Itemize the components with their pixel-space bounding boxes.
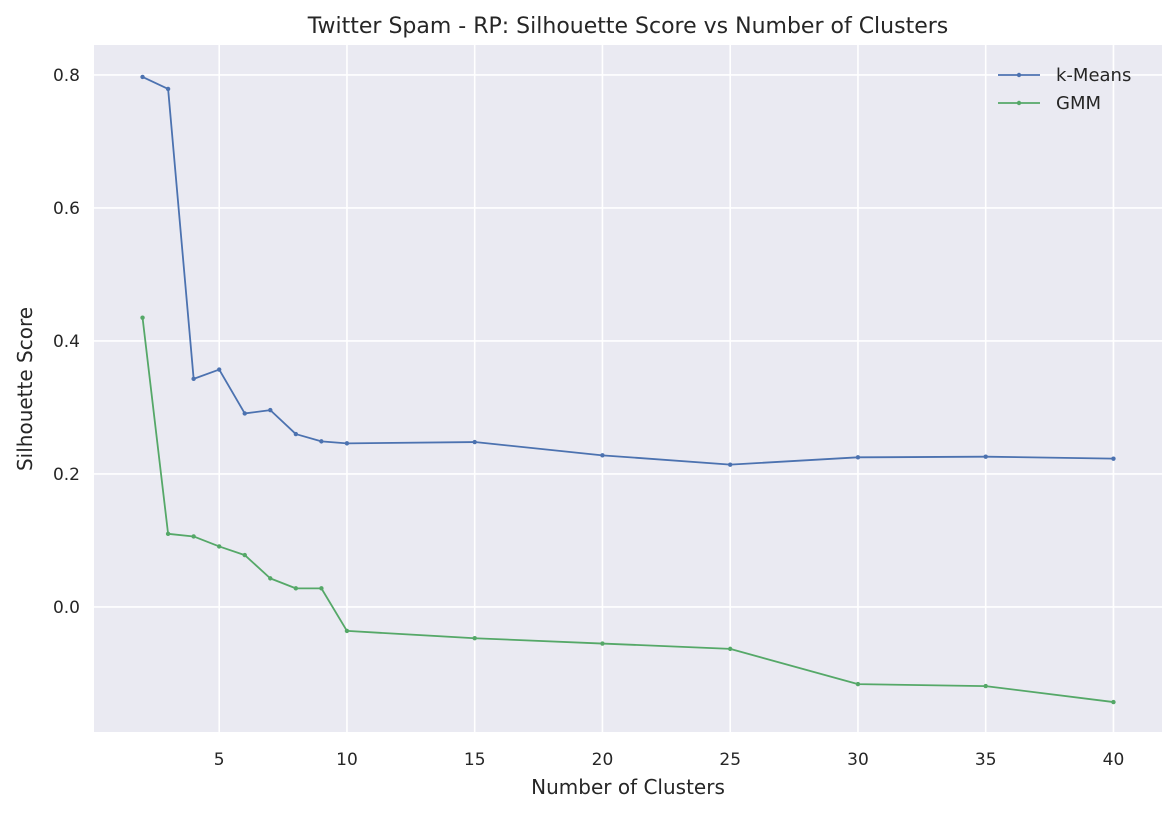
y-axis-label: Silhouette Score (13, 307, 37, 471)
data-point-gmm (242, 552, 247, 558)
x-tick-label: 35 (975, 750, 997, 770)
data-point-k-means (191, 376, 196, 382)
data-point-k-means (728, 462, 733, 467)
y-tick-label: 0.0 (53, 598, 80, 618)
data-point-gmm (140, 315, 145, 320)
data-point-k-means (268, 407, 273, 413)
y-tick-label: 0.4 (53, 332, 80, 352)
series-k-means (140, 74, 1116, 467)
data-point-k-means (319, 439, 324, 444)
grid (94, 45, 1162, 732)
data-point-gmm (1111, 699, 1116, 705)
data-point-k-means (140, 74, 145, 80)
y-tick-label: 0.6 (53, 199, 80, 219)
data-point-gmm (344, 628, 350, 634)
legend-label-gmm: GMM (1056, 93, 1101, 114)
data-point-gmm (728, 646, 733, 652)
series-gmm (140, 315, 1116, 705)
legend-entry-k-means: k-Means (998, 65, 1131, 86)
plot-background (94, 45, 1162, 732)
data-point-gmm (983, 683, 988, 689)
legend-entry-gmm: GMM (998, 93, 1101, 114)
data-point-k-means (242, 411, 247, 416)
series-layer (140, 74, 1116, 705)
data-point-gmm (600, 641, 605, 646)
data-point-k-means (983, 454, 988, 459)
x-tick-label: 5 (214, 750, 225, 770)
legend: k-Means GMM (998, 65, 1131, 114)
data-point-k-means (472, 439, 477, 445)
data-point-gmm (191, 534, 196, 539)
data-point-gmm (472, 636, 477, 641)
data-point-k-means (600, 453, 605, 458)
data-point-gmm (165, 531, 171, 537)
tick-labels: 5 10 15 20 25 30 35 40 0.0 0.2 0.4 0.6 0.8 (53, 66, 1124, 770)
y-tick-label: 0.2 (53, 465, 80, 485)
data-point-k-means (165, 86, 171, 92)
data-point-gmm (855, 681, 861, 687)
data-point-k-means (344, 441, 350, 446)
legend-label-k-means: k-Means (1056, 65, 1131, 86)
data-point-k-means (855, 455, 861, 460)
x-tick-label: 20 (592, 750, 614, 770)
legend-marker-gmm (1016, 100, 1022, 106)
data-point-k-means (216, 367, 222, 372)
x-tick-label: 25 (719, 750, 741, 770)
x-tick-label: 10 (336, 750, 358, 770)
x-tick-label: 40 (1103, 750, 1125, 770)
x-tick-label: 15 (464, 750, 486, 770)
y-tick-label: 0.8 (53, 66, 80, 86)
data-point-k-means (1111, 456, 1116, 461)
chart-title: Twitter Spam - RP: Silhouette Score vs N… (307, 14, 949, 39)
x-axis-label: Number of Clusters (531, 775, 725, 799)
data-point-gmm (216, 544, 222, 549)
legend-marker-k-means (1016, 72, 1022, 78)
data-point-gmm (293, 586, 299, 591)
data-point-gmm (268, 576, 273, 581)
data-point-k-means (293, 431, 299, 437)
x-tick-label: 30 (847, 750, 869, 770)
data-point-gmm (319, 586, 324, 591)
